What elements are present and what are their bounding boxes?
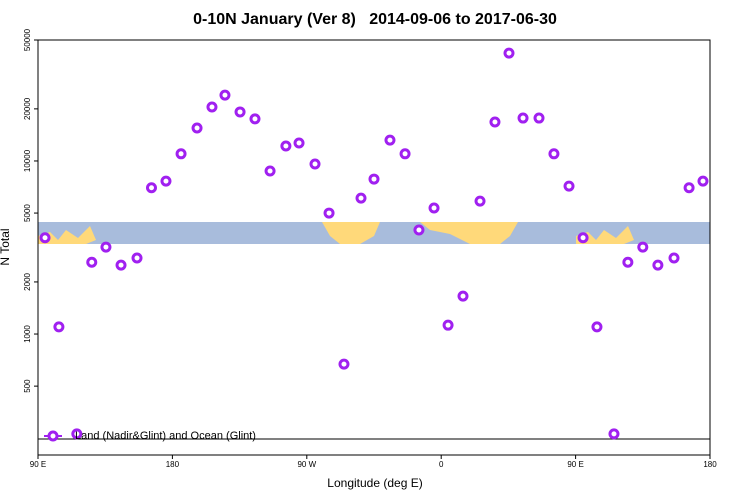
y-tick-label: 500 (23, 379, 32, 393)
point (309, 158, 321, 170)
point (249, 113, 261, 125)
point (280, 140, 292, 152)
x-tick-label: 90 W (297, 460, 316, 469)
point (503, 47, 515, 59)
point (622, 256, 634, 268)
point (71, 428, 83, 440)
plot-frame (37, 39, 711, 456)
legend-marker (47, 430, 59, 442)
point (355, 192, 367, 204)
point (206, 101, 218, 113)
map-strip (38, 222, 710, 244)
point (637, 241, 649, 253)
point (563, 180, 575, 192)
x-tick-label: 0 (439, 460, 444, 469)
point (131, 252, 143, 264)
legend-label: Land (Nadir&Glint) and Ocean (Glint) (75, 430, 256, 442)
point (338, 358, 350, 370)
point (428, 202, 440, 214)
x-tick-label: 90 E (30, 460, 46, 469)
chart-title: 0-10N January (Ver 8) 2014-09-06 to 2017… (193, 11, 557, 28)
y-tick-label: 1000 (23, 325, 32, 343)
point (489, 116, 501, 128)
point (608, 428, 620, 440)
point (697, 175, 709, 187)
point (683, 182, 695, 194)
point (115, 259, 127, 271)
x-tick-label: 180 (166, 460, 180, 469)
point (175, 148, 187, 160)
point (533, 112, 545, 124)
point (457, 290, 469, 302)
point (100, 241, 112, 253)
point (399, 148, 411, 160)
point (591, 321, 603, 333)
point (577, 232, 589, 244)
point (191, 122, 203, 134)
point (384, 134, 396, 146)
y-tick-label: 20000 (23, 97, 32, 120)
point (264, 165, 276, 177)
point (548, 148, 560, 160)
point (368, 173, 380, 185)
y-tick-label: 2000 (23, 272, 32, 290)
point (234, 106, 246, 118)
point (39, 232, 51, 244)
point (323, 207, 335, 219)
x-tick-label: 180 (703, 460, 717, 469)
y-tick-label: 50000 (23, 28, 32, 51)
point (668, 252, 680, 264)
y-tick-label: 5000 (23, 204, 32, 222)
point (160, 175, 172, 187)
point (86, 256, 98, 268)
y-axis-label: N Total (0, 228, 12, 265)
y-tick-label: 10000 (23, 149, 32, 172)
point (652, 259, 664, 271)
point (442, 319, 454, 331)
x-axis-label: Longitude (deg E) (327, 476, 422, 490)
point (474, 195, 486, 207)
point (293, 137, 305, 149)
x-tick-label: 90 E (567, 460, 583, 469)
point (413, 224, 425, 236)
point (53, 321, 65, 333)
point (145, 182, 157, 194)
point (219, 89, 231, 101)
point (517, 112, 529, 124)
